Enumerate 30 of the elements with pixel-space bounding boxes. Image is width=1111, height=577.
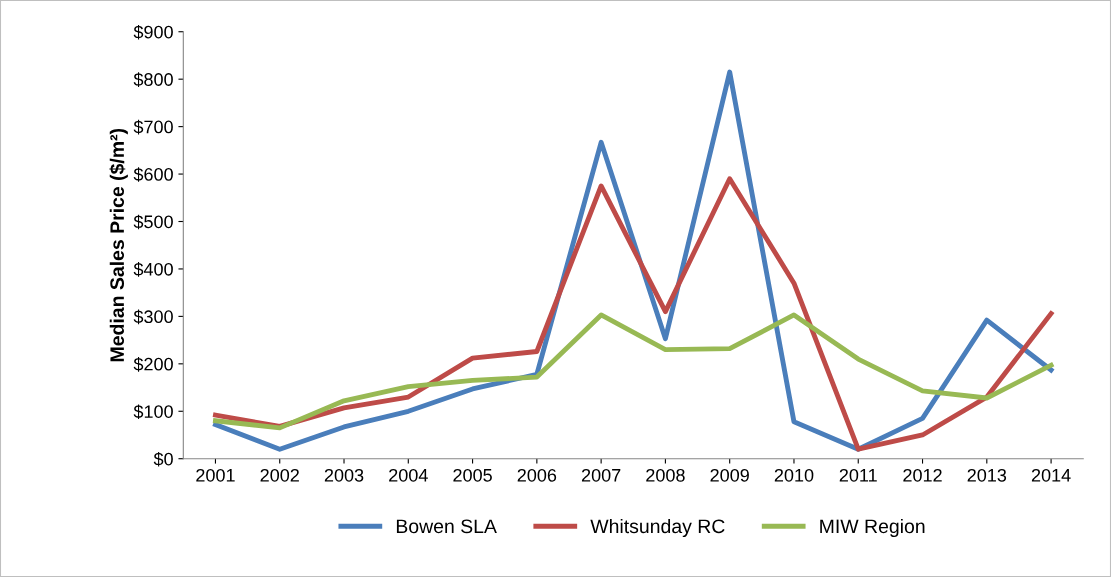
x-tick-label: 2012 [903,468,942,482]
x-tick-label: 2007 [581,468,621,482]
legend-label: Bowen SLA [396,519,497,534]
y-tick-label: $0 [153,451,173,467]
x-tick-label: 2011 [839,468,877,482]
y-tick-label: $900 [133,24,173,40]
x-tick-label: 2005 [453,468,492,482]
y-tick-label: $700 [133,119,173,135]
legend-label: MIW Region [820,518,925,538]
y-tick-label: $800 [133,72,173,87]
x-tick-label: 2009 [710,468,749,482]
line-series [213,312,1054,431]
x-tick-label: 2013 [967,468,1007,482]
x-tick-label: 2004 [389,468,428,482]
x-tick-label: 2001 [196,468,235,482]
y-tick-label: $600 [133,167,173,182]
y-tick-label: $200 [133,357,173,372]
x-tick-label: 2008 [646,468,685,482]
legend-label: Whitsunday RC [590,518,725,538]
line-series [213,176,1054,452]
y-tick-label: $300 [133,309,173,325]
y-tick-label: $100 [133,404,173,420]
y-tick-label: $500 [133,214,173,230]
x-tick-label: 2006 [517,468,557,482]
y-tick-label: $400 [133,262,173,277]
x-tick-label: 2014 [1031,468,1071,482]
x-tick-label: 2002 [260,468,299,482]
x-tick-label: 2010 [774,468,814,482]
y-axis-title: Median Sales Price ($/m²) [109,128,128,362]
x-tick-label: 2003 [324,468,364,482]
